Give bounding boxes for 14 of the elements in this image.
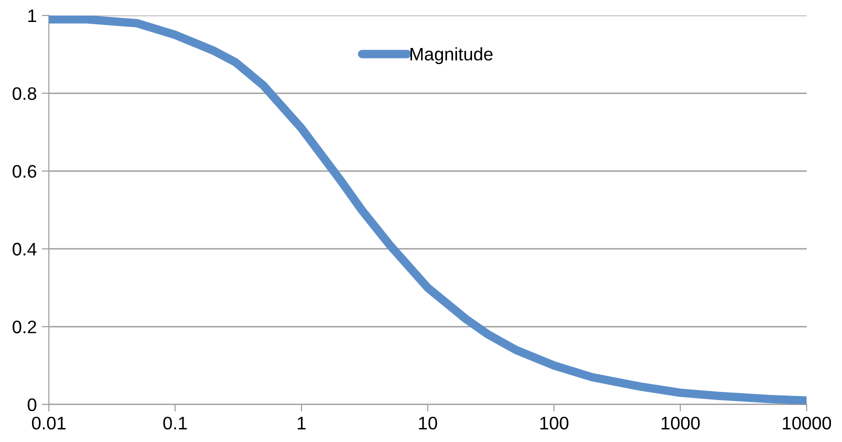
legend-label: Magnitude bbox=[410, 47, 493, 64]
y-tick-label: 0.4 bbox=[12, 242, 37, 256]
x-tick-label: 0.1 bbox=[163, 416, 187, 430]
x-tick-label: 1000 bbox=[662, 416, 700, 430]
x-tick-label: 10000 bbox=[782, 416, 832, 430]
y-tick-label: 0 bbox=[28, 398, 36, 412]
y-tick-label: 0.2 bbox=[12, 320, 36, 334]
x-tick-label: 1 bbox=[298, 416, 306, 430]
x-tick-label: 100 bbox=[540, 416, 568, 430]
x-tick-label: 10 bbox=[419, 416, 438, 430]
y-tick-label: 0.6 bbox=[12, 164, 36, 178]
x-tick-label: 0.01 bbox=[32, 416, 66, 430]
y-tick-label: 1 bbox=[28, 10, 36, 22]
y-tick-label: 0.8 bbox=[12, 87, 36, 100]
